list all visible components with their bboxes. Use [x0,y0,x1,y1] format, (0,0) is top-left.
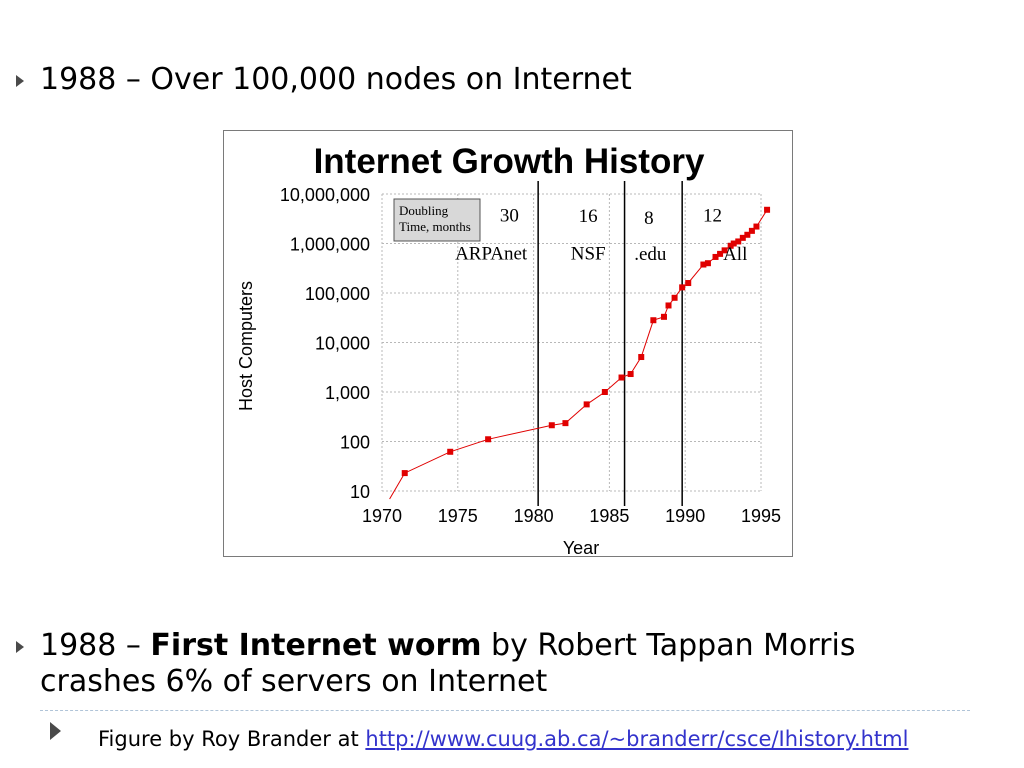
data-point [748,227,755,234]
y-tick-label: 10,000,000 [280,185,370,205]
y-tick-label: 1,000,000 [290,235,370,255]
internet-growth-chart: Internet Growth History 10,000,000 1,000,… [223,130,793,557]
credit-text: Figure by Roy Brander at [98,727,366,751]
data-point [727,242,734,249]
legend-box [393,198,481,242]
y-tick-label: 100 [340,433,370,453]
era-annotation: .edu [634,244,667,265]
era-annotation: 30 [500,205,519,226]
data-point [627,371,634,378]
data-point [712,253,719,260]
data-point [601,389,608,395]
bullet-icon [50,722,61,740]
era-annotation: 12 [703,205,722,226]
x-tick-label: 1975 [438,506,478,526]
data-point [744,231,751,238]
x-axis-label: Year [563,538,599,556]
data-point [485,436,492,443]
data-point [700,261,707,268]
data-point [650,317,657,324]
legend-text: Doubling [399,203,449,218]
y-tick-label: 1,000 [325,383,370,403]
data-point [548,422,555,429]
data-point [717,250,724,257]
credit-link[interactable]: http://www.cuug.ab.ca/~branderr/csce/Ihi… [365,727,909,751]
era-annotation: NSF [571,243,606,264]
figure-credit: Figure by Roy Brander at http://www.cuug… [98,727,908,751]
data-point [583,401,590,408]
data-point [685,280,692,287]
worm-detail: by Robert Tappan Morris crashes 6% of se… [40,628,856,699]
x-tick-label: 1990 [665,506,705,526]
data-point [447,448,454,455]
y-tick-label: 10,000 [315,334,370,354]
worm-title: First Internet worm [150,628,482,663]
data-point [721,247,728,254]
data-point [735,238,742,245]
y-tick-label: 10 [350,482,370,502]
chart-svg: Internet Growth History 10,000,000 1,000,… [236,142,781,556]
data-point [671,294,678,301]
bullet-icon [16,75,24,87]
data-point [562,420,569,427]
x-tick-label: 1985 [589,506,629,526]
era-annotation: ARPAnet [455,243,528,264]
chart-title: Internet Growth History [314,142,705,181]
bullet-1988-worm: 1988 – First Internet worm by Robert Tap… [40,628,940,700]
data-point [679,284,686,291]
legend-text: Time, months [399,219,471,234]
data-point [730,240,737,247]
x-tick-label: 1970 [362,506,402,526]
era-annotation: 16 [579,206,598,227]
data-point [618,374,625,381]
y-axis-label: Host Computers [236,281,256,411]
x-tick-label: 1980 [514,506,554,526]
era-annotation: All [723,244,747,265]
x-tick-label: 1995 [741,506,781,526]
data-point [764,206,771,213]
bullet-icon [16,641,24,653]
data-point [638,354,645,361]
data-point [704,260,711,267]
data-point [401,470,408,477]
data-point [753,223,760,230]
bullet-1988-nodes: 1988 – Over 100,000 nodes on Internet [40,62,632,97]
data-point [665,302,672,309]
y-tick-label: 100,000 [305,284,370,304]
data-point [739,234,746,241]
worm-date: 1988 – [40,628,151,663]
data-point [660,313,667,320]
era-annotation: 8 [644,208,654,229]
separator [40,710,970,711]
